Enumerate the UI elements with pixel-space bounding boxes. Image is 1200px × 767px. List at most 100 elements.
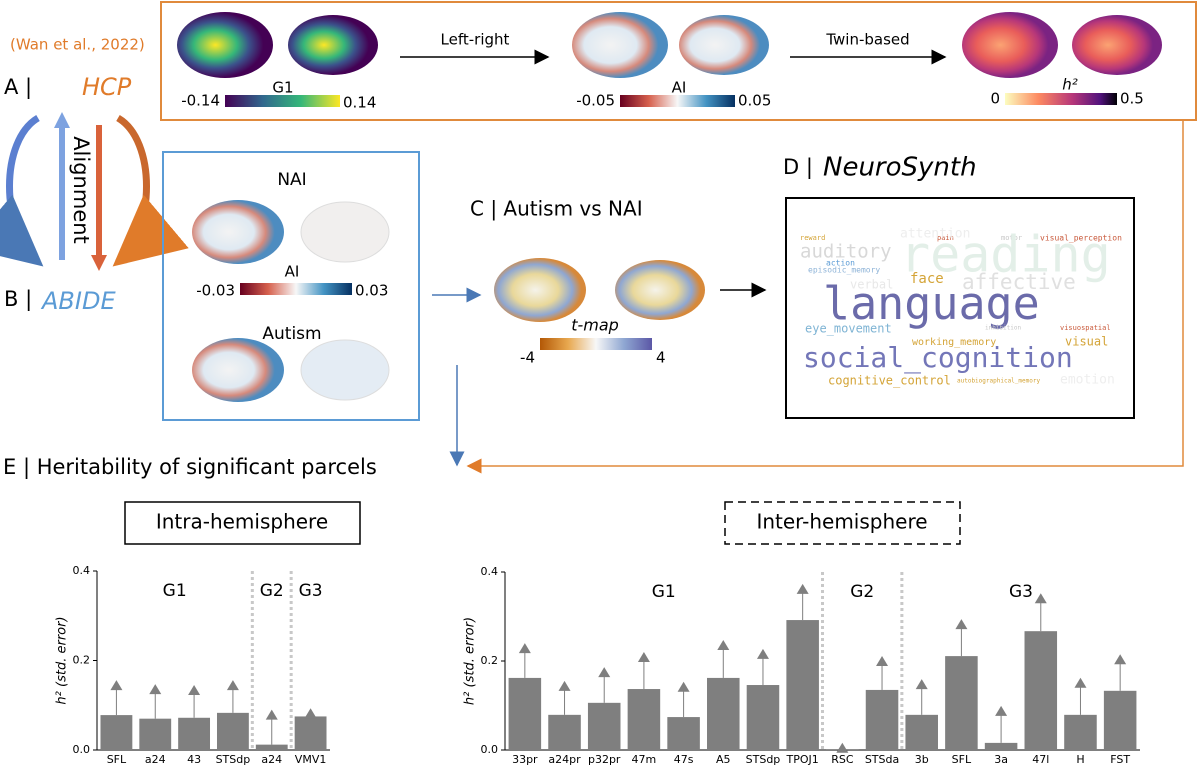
word: reward [800, 234, 825, 242]
bar [294, 716, 327, 750]
bar [905, 714, 938, 750]
error-cap [637, 651, 650, 662]
panel-label: B | [4, 287, 32, 312]
bar [508, 677, 542, 750]
word: attention [900, 227, 970, 242]
x-tick-label: a24 [261, 753, 282, 766]
colorbar-title: h² [1062, 76, 1078, 94]
error-cap [677, 681, 690, 692]
chart-title-box [124, 501, 361, 545]
chart-title-box [724, 501, 961, 545]
x-tick-label: STSdp [216, 753, 251, 766]
group-label: G3 [1009, 582, 1033, 602]
error-cap [226, 680, 239, 691]
hcp-box [160, 1, 1197, 121]
x-tick-label: STSda [865, 753, 899, 766]
panel-name: ABIDE [40, 287, 116, 315]
word: auditory [800, 241, 892, 263]
bar [707, 677, 740, 750]
word: reading [900, 226, 1111, 284]
y-tick-label: 0.2 [73, 654, 91, 667]
x-tick-label: FST [1110, 753, 1130, 766]
colorbar [620, 95, 735, 107]
x-tick-label: SFL [952, 753, 972, 766]
error-cap [149, 684, 162, 695]
word: inhibition [985, 325, 1022, 332]
word: face [910, 271, 944, 287]
wordcloud: reward pain motor visual_perception atte… [800, 226, 1122, 388]
x-tick-label: 47s [674, 753, 694, 766]
map-title: NAI [277, 170, 306, 190]
word: social_cognition [803, 341, 1073, 375]
word: working_memory [912, 337, 996, 348]
citation: (Wan et al., 2022) [10, 36, 145, 54]
x-tick-label: TPOJ1 [786, 753, 819, 766]
colorbar [1005, 93, 1117, 105]
x-tick-label: a24pr [548, 753, 581, 766]
bar [216, 712, 249, 750]
arrow [466, 120, 1184, 474]
colorbar-max: 0.03 [355, 282, 388, 300]
x-tick-label: SFL [107, 753, 127, 766]
x-tick-label: 3b [915, 753, 929, 766]
word: motor [1001, 234, 1022, 242]
bar [1024, 631, 1058, 750]
x-tick-label: a24 [145, 753, 166, 766]
map-title: Autism [262, 324, 321, 344]
x-tick-label: 43 [187, 753, 201, 766]
group-label: G2 [260, 581, 284, 601]
y-axis-label: h² (std. error) [463, 617, 478, 705]
arrow-label: Twin-based [825, 31, 909, 49]
error-cap [1034, 593, 1047, 604]
bar [548, 714, 581, 750]
x-tick-label: STSdp [746, 753, 781, 766]
word: visual_perception [1040, 234, 1122, 243]
panel-title: E | Heritability of significant parcels [3, 455, 377, 480]
chart-title: Intra-hemisphere [156, 510, 328, 534]
error-cap [304, 708, 317, 719]
error-cap [995, 705, 1008, 716]
group-label: G1 [652, 582, 676, 602]
bar [255, 744, 288, 750]
bar [945, 656, 978, 750]
bar [1064, 714, 1097, 750]
x-tick-label: 3a [994, 753, 1008, 766]
colorbar-title: G1 [272, 79, 293, 97]
x-tick-label: H [1076, 753, 1084, 766]
error-cap [955, 619, 968, 630]
colorbar-max: 0.14 [343, 94, 376, 112]
bar [667, 717, 700, 750]
panel-title: C | Autism vs NAI [470, 197, 643, 221]
y-axis-label: h² (std. error) [55, 616, 70, 704]
chart-title: Inter-hemisphere [756, 510, 927, 534]
panel-name: NeuroSynth [823, 153, 977, 183]
error-cap [1074, 677, 1087, 688]
word: episodic_memory [808, 266, 880, 275]
colorbar [225, 95, 340, 107]
x-tick-label: VMV1 [295, 753, 327, 766]
x-tick-label: p32pr [588, 753, 621, 766]
bar [786, 620, 819, 750]
group-label: G3 [299, 581, 323, 601]
colorbar-min: -0.14 [181, 92, 220, 110]
error-cap [598, 667, 611, 678]
x-tick-label: 47l [1032, 753, 1049, 766]
error-cap [796, 583, 809, 594]
word: language [823, 277, 1040, 330]
x-tick-label: A5 [716, 753, 731, 766]
word: action [826, 259, 855, 268]
bar [139, 718, 172, 750]
colorbar-title: t-map [571, 316, 619, 335]
word: cognitive_control [828, 374, 951, 388]
word: visual [1065, 335, 1108, 349]
bar [746, 685, 780, 750]
y-tick-label: 0.4 [73, 564, 91, 577]
error-cap [518, 643, 531, 654]
group-label: G2 [850, 582, 874, 602]
word: verbal [850, 278, 893, 292]
bar [865, 689, 899, 750]
word: pain [937, 234, 954, 242]
bar [178, 717, 211, 750]
colorbar-min: 0 [990, 90, 1000, 108]
arrow-label: Left-right [441, 31, 510, 49]
